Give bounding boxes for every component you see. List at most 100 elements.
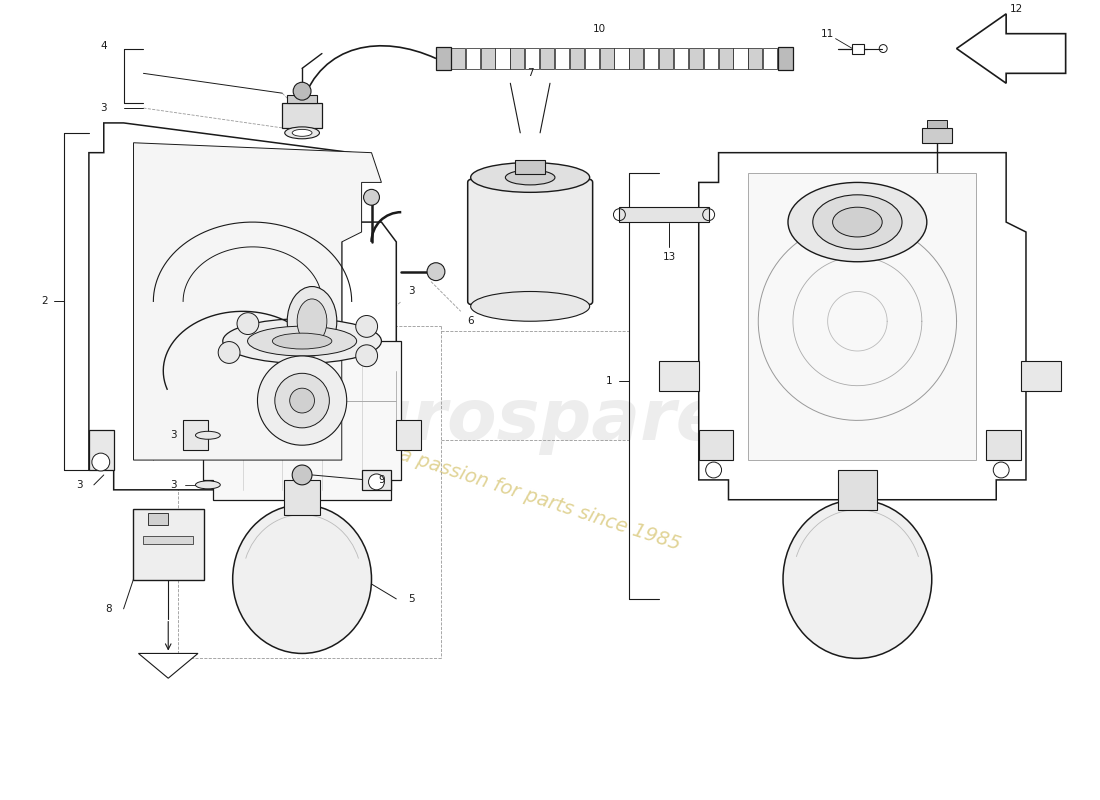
Text: 1: 1 [606, 376, 613, 386]
Ellipse shape [783, 500, 932, 658]
Ellipse shape [285, 127, 319, 138]
FancyBboxPatch shape [674, 47, 689, 70]
Text: 11: 11 [821, 29, 834, 38]
FancyBboxPatch shape [659, 47, 673, 70]
Circle shape [92, 453, 110, 471]
FancyBboxPatch shape [600, 47, 614, 70]
Polygon shape [957, 14, 1066, 83]
FancyBboxPatch shape [540, 47, 554, 70]
Polygon shape [202, 341, 402, 500]
Text: 13: 13 [662, 252, 675, 262]
FancyBboxPatch shape [451, 47, 465, 70]
FancyBboxPatch shape [645, 47, 658, 70]
FancyBboxPatch shape [689, 47, 703, 70]
Polygon shape [89, 123, 396, 490]
FancyBboxPatch shape [922, 128, 952, 142]
Ellipse shape [196, 431, 220, 439]
Ellipse shape [287, 286, 337, 356]
Ellipse shape [248, 326, 356, 356]
Ellipse shape [293, 130, 312, 136]
Ellipse shape [223, 318, 382, 363]
Text: 3: 3 [76, 480, 82, 490]
Text: eurospares: eurospares [311, 386, 769, 455]
FancyBboxPatch shape [927, 120, 947, 128]
Ellipse shape [505, 170, 556, 185]
Ellipse shape [833, 207, 882, 237]
Text: 2: 2 [41, 297, 47, 306]
FancyBboxPatch shape [468, 179, 593, 304]
FancyBboxPatch shape [734, 47, 748, 70]
Circle shape [218, 342, 240, 363]
FancyBboxPatch shape [1021, 361, 1060, 390]
Polygon shape [89, 430, 113, 470]
FancyBboxPatch shape [515, 160, 544, 174]
FancyBboxPatch shape [629, 47, 644, 70]
Ellipse shape [471, 162, 590, 192]
FancyBboxPatch shape [570, 47, 584, 70]
FancyBboxPatch shape [987, 430, 1021, 460]
FancyBboxPatch shape [148, 513, 168, 525]
FancyBboxPatch shape [615, 47, 628, 70]
Polygon shape [139, 654, 198, 678]
Text: 3: 3 [169, 480, 176, 490]
Ellipse shape [233, 505, 372, 654]
FancyBboxPatch shape [183, 421, 208, 450]
FancyBboxPatch shape [698, 430, 734, 460]
FancyBboxPatch shape [481, 47, 495, 70]
Ellipse shape [273, 333, 332, 349]
Text: 3: 3 [169, 430, 176, 440]
FancyBboxPatch shape [132, 509, 204, 580]
FancyBboxPatch shape [778, 46, 793, 70]
Circle shape [294, 82, 311, 100]
Ellipse shape [275, 374, 329, 428]
Ellipse shape [297, 299, 327, 343]
Text: 8: 8 [106, 604, 112, 614]
Ellipse shape [813, 195, 902, 250]
Text: 7: 7 [527, 68, 534, 78]
Ellipse shape [196, 481, 220, 489]
FancyBboxPatch shape [619, 207, 708, 222]
FancyBboxPatch shape [284, 480, 320, 514]
Ellipse shape [788, 182, 927, 262]
Circle shape [364, 190, 380, 206]
Polygon shape [748, 173, 977, 460]
Circle shape [368, 474, 384, 490]
Text: 12: 12 [1010, 4, 1023, 14]
Text: 6: 6 [468, 316, 474, 326]
Text: 5: 5 [408, 594, 415, 604]
Circle shape [993, 462, 1009, 478]
FancyBboxPatch shape [396, 421, 421, 450]
FancyBboxPatch shape [525, 47, 539, 70]
Text: a passion for parts since 1985: a passion for parts since 1985 [397, 445, 683, 554]
Polygon shape [362, 470, 392, 490]
FancyBboxPatch shape [748, 47, 762, 70]
Text: 4: 4 [100, 41, 107, 50]
Circle shape [236, 313, 258, 334]
Circle shape [355, 315, 377, 338]
Polygon shape [698, 153, 1026, 500]
FancyBboxPatch shape [465, 47, 480, 70]
Text: 9: 9 [378, 475, 385, 485]
FancyBboxPatch shape [495, 47, 509, 70]
Circle shape [706, 462, 722, 478]
Ellipse shape [289, 388, 315, 413]
Circle shape [355, 345, 377, 366]
FancyBboxPatch shape [556, 47, 569, 70]
FancyBboxPatch shape [659, 361, 698, 390]
Ellipse shape [471, 291, 590, 322]
FancyBboxPatch shape [585, 47, 598, 70]
FancyBboxPatch shape [763, 47, 778, 70]
FancyBboxPatch shape [837, 470, 877, 510]
Circle shape [293, 465, 312, 485]
Text: 10: 10 [593, 24, 606, 34]
FancyBboxPatch shape [852, 43, 865, 54]
FancyBboxPatch shape [436, 46, 451, 70]
FancyBboxPatch shape [287, 95, 317, 103]
FancyBboxPatch shape [283, 103, 322, 128]
Ellipse shape [257, 356, 346, 445]
FancyBboxPatch shape [143, 537, 192, 544]
FancyBboxPatch shape [718, 47, 733, 70]
FancyBboxPatch shape [510, 47, 525, 70]
Text: 3: 3 [408, 286, 415, 297]
Text: 3: 3 [100, 103, 107, 113]
